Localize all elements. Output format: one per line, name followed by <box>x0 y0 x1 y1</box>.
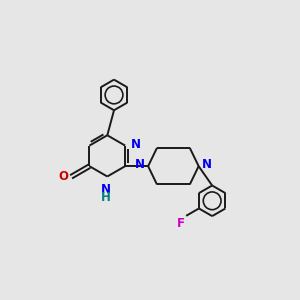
Text: N: N <box>101 183 111 196</box>
Text: N: N <box>202 158 212 171</box>
Text: O: O <box>58 170 68 183</box>
Text: H: H <box>101 191 111 204</box>
Text: F: F <box>177 217 185 230</box>
Text: N: N <box>130 138 140 151</box>
Text: N: N <box>135 158 145 171</box>
